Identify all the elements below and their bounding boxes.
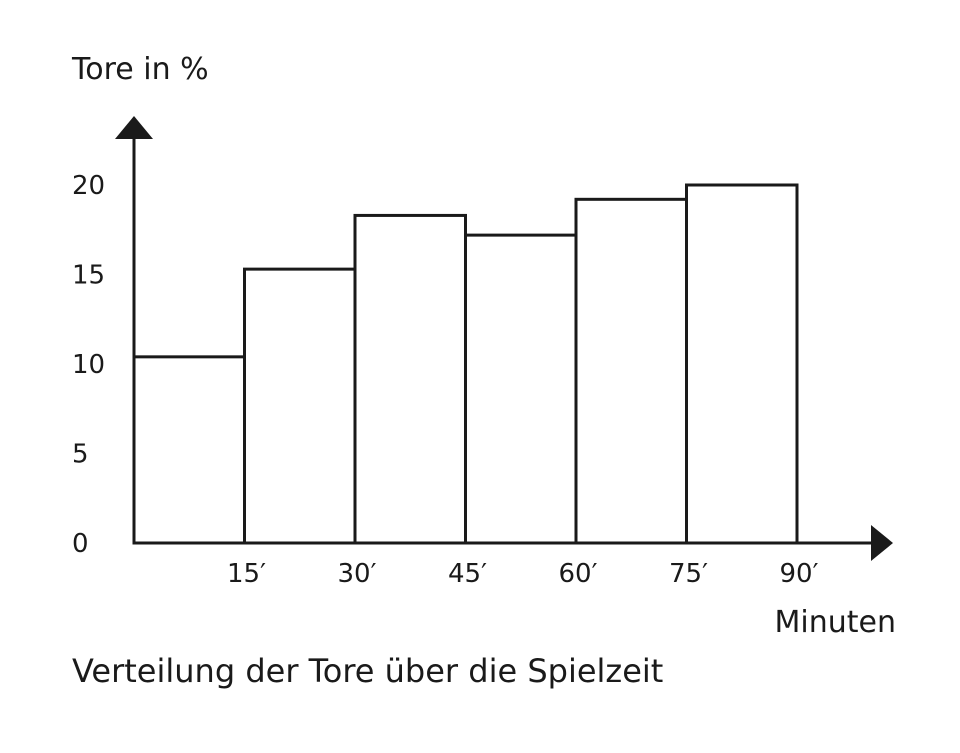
bar-3 [353, 213, 467, 545]
x-tick-label: 45′ [448, 559, 487, 589]
chart-caption: Verteilung der Tore über die Spielzeit [72, 652, 664, 690]
y-axis-arrow-icon [115, 116, 153, 139]
x-tick-label: 15′ [227, 559, 266, 589]
bar-4 [464, 233, 578, 545]
x-tick-label: 30′ [338, 559, 377, 589]
x-tick-label: 90′ [780, 559, 819, 589]
y-tick-label: 5 [72, 440, 89, 470]
y-tick-label: 20 [72, 171, 105, 201]
bars [132, 183, 799, 545]
x-tick-label: 75′ [669, 559, 708, 589]
x-axis-label: Minuten [775, 605, 896, 640]
bar-2 [243, 267, 357, 545]
x-axis-arrow-icon [871, 525, 893, 561]
x-tick-label: 60′ [559, 559, 598, 589]
y-tick-label: 15 [72, 261, 105, 291]
bar-1 [132, 355, 246, 545]
bar-6 [685, 183, 799, 545]
y-tick-label: 0 [72, 529, 89, 559]
axes [115, 116, 893, 561]
x-tick-labels: 15′ 30′ 45′ 60′ 75′ 90′ [227, 559, 819, 589]
y-tick-label: 10 [72, 350, 105, 380]
bar-5 [574, 197, 688, 545]
y-axis-label: Tore in % [71, 52, 209, 87]
y-tick-labels: 0 5 10 15 20 [72, 171, 105, 559]
